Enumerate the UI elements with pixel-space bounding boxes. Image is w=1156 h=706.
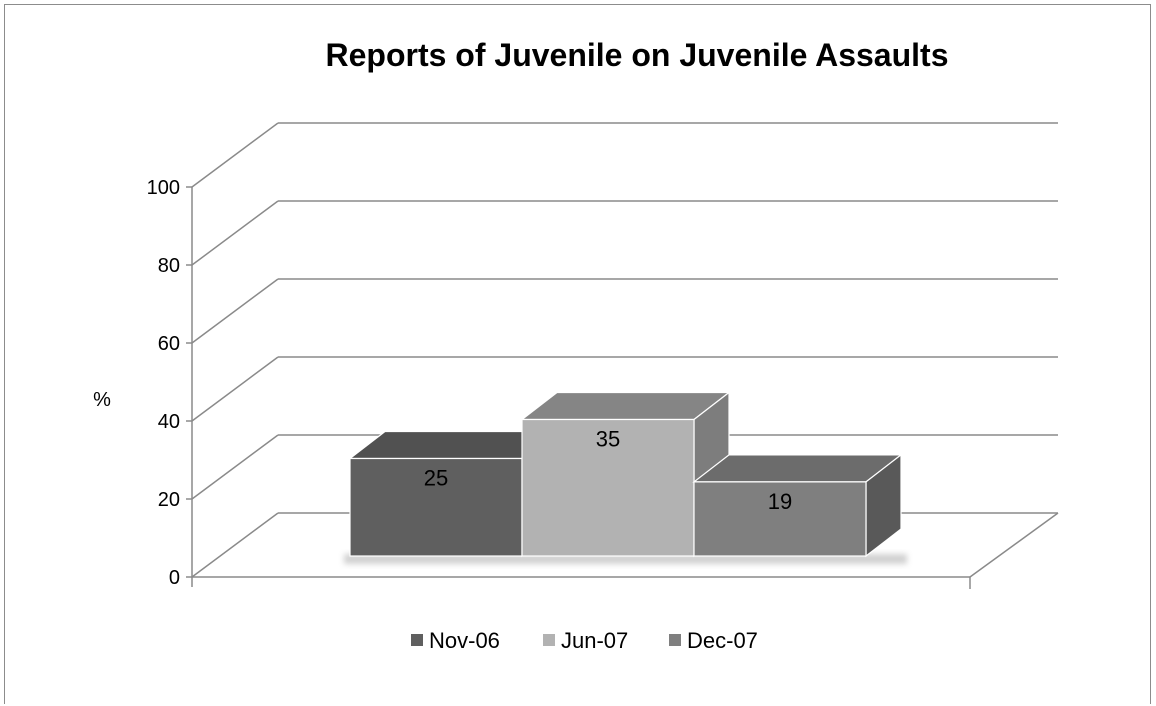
bar-dec-07: 19 — [692, 453, 903, 558]
side-gridline — [191, 434, 279, 500]
bar-top-face — [520, 391, 731, 421]
bar-top-face — [692, 454, 903, 483]
chart-walls — [192, 512, 1059, 589]
legend-item-jun-07: Jun-07 — [543, 628, 628, 653]
side-gridline — [191, 122, 279, 188]
y-axis-label: % — [93, 389, 111, 411]
y-axis: 0 20 40 60 80 100 — [147, 177, 193, 589]
bars: 25 35 19 — [348, 391, 903, 558]
legend-label: Jun-07 — [561, 628, 628, 653]
data-label-nov-06: 25 — [424, 466, 448, 491]
data-label-jun-07: 35 — [596, 427, 620, 452]
y-tick-label: 0 — [169, 567, 180, 589]
legend-label: Nov-06 — [429, 628, 500, 653]
y-tick-label: 80 — [158, 255, 180, 277]
bar-front-face — [693, 481, 867, 557]
y-tick-label: 60 — [158, 333, 180, 355]
side-gridline — [191, 278, 279, 344]
y-tick-label: 100 — [147, 177, 180, 199]
legend-swatch — [543, 634, 555, 646]
bar-jun-07: 35 — [520, 391, 731, 558]
legend-swatch — [669, 634, 681, 646]
bar-shadow — [344, 554, 907, 564]
bar-front-face — [521, 418, 695, 557]
y-tick-label: 40 — [158, 411, 180, 433]
chart-title: Reports of Juvenile on Juvenile Assaults — [326, 37, 949, 73]
side-gridline — [191, 356, 279, 422]
legend: Nov-06 Jun-07 Dec-07 — [411, 628, 758, 653]
side-gridline — [191, 200, 279, 266]
floor-right-edge — [969, 512, 1059, 578]
data-label-dec-07: 19 — [768, 489, 792, 514]
bar-front-face — [349, 457, 523, 557]
legend-item-nov-06: Nov-06 — [411, 628, 500, 653]
legend-item-dec-07: Dec-07 — [669, 628, 758, 653]
y-tick-label: 20 — [158, 489, 180, 511]
chart-frame — [4, 4, 1151, 704]
side-gridline — [191, 512, 279, 578]
legend-swatch — [411, 634, 423, 646]
legend-label: Dec-07 — [687, 628, 758, 653]
chart-floor — [344, 554, 907, 564]
